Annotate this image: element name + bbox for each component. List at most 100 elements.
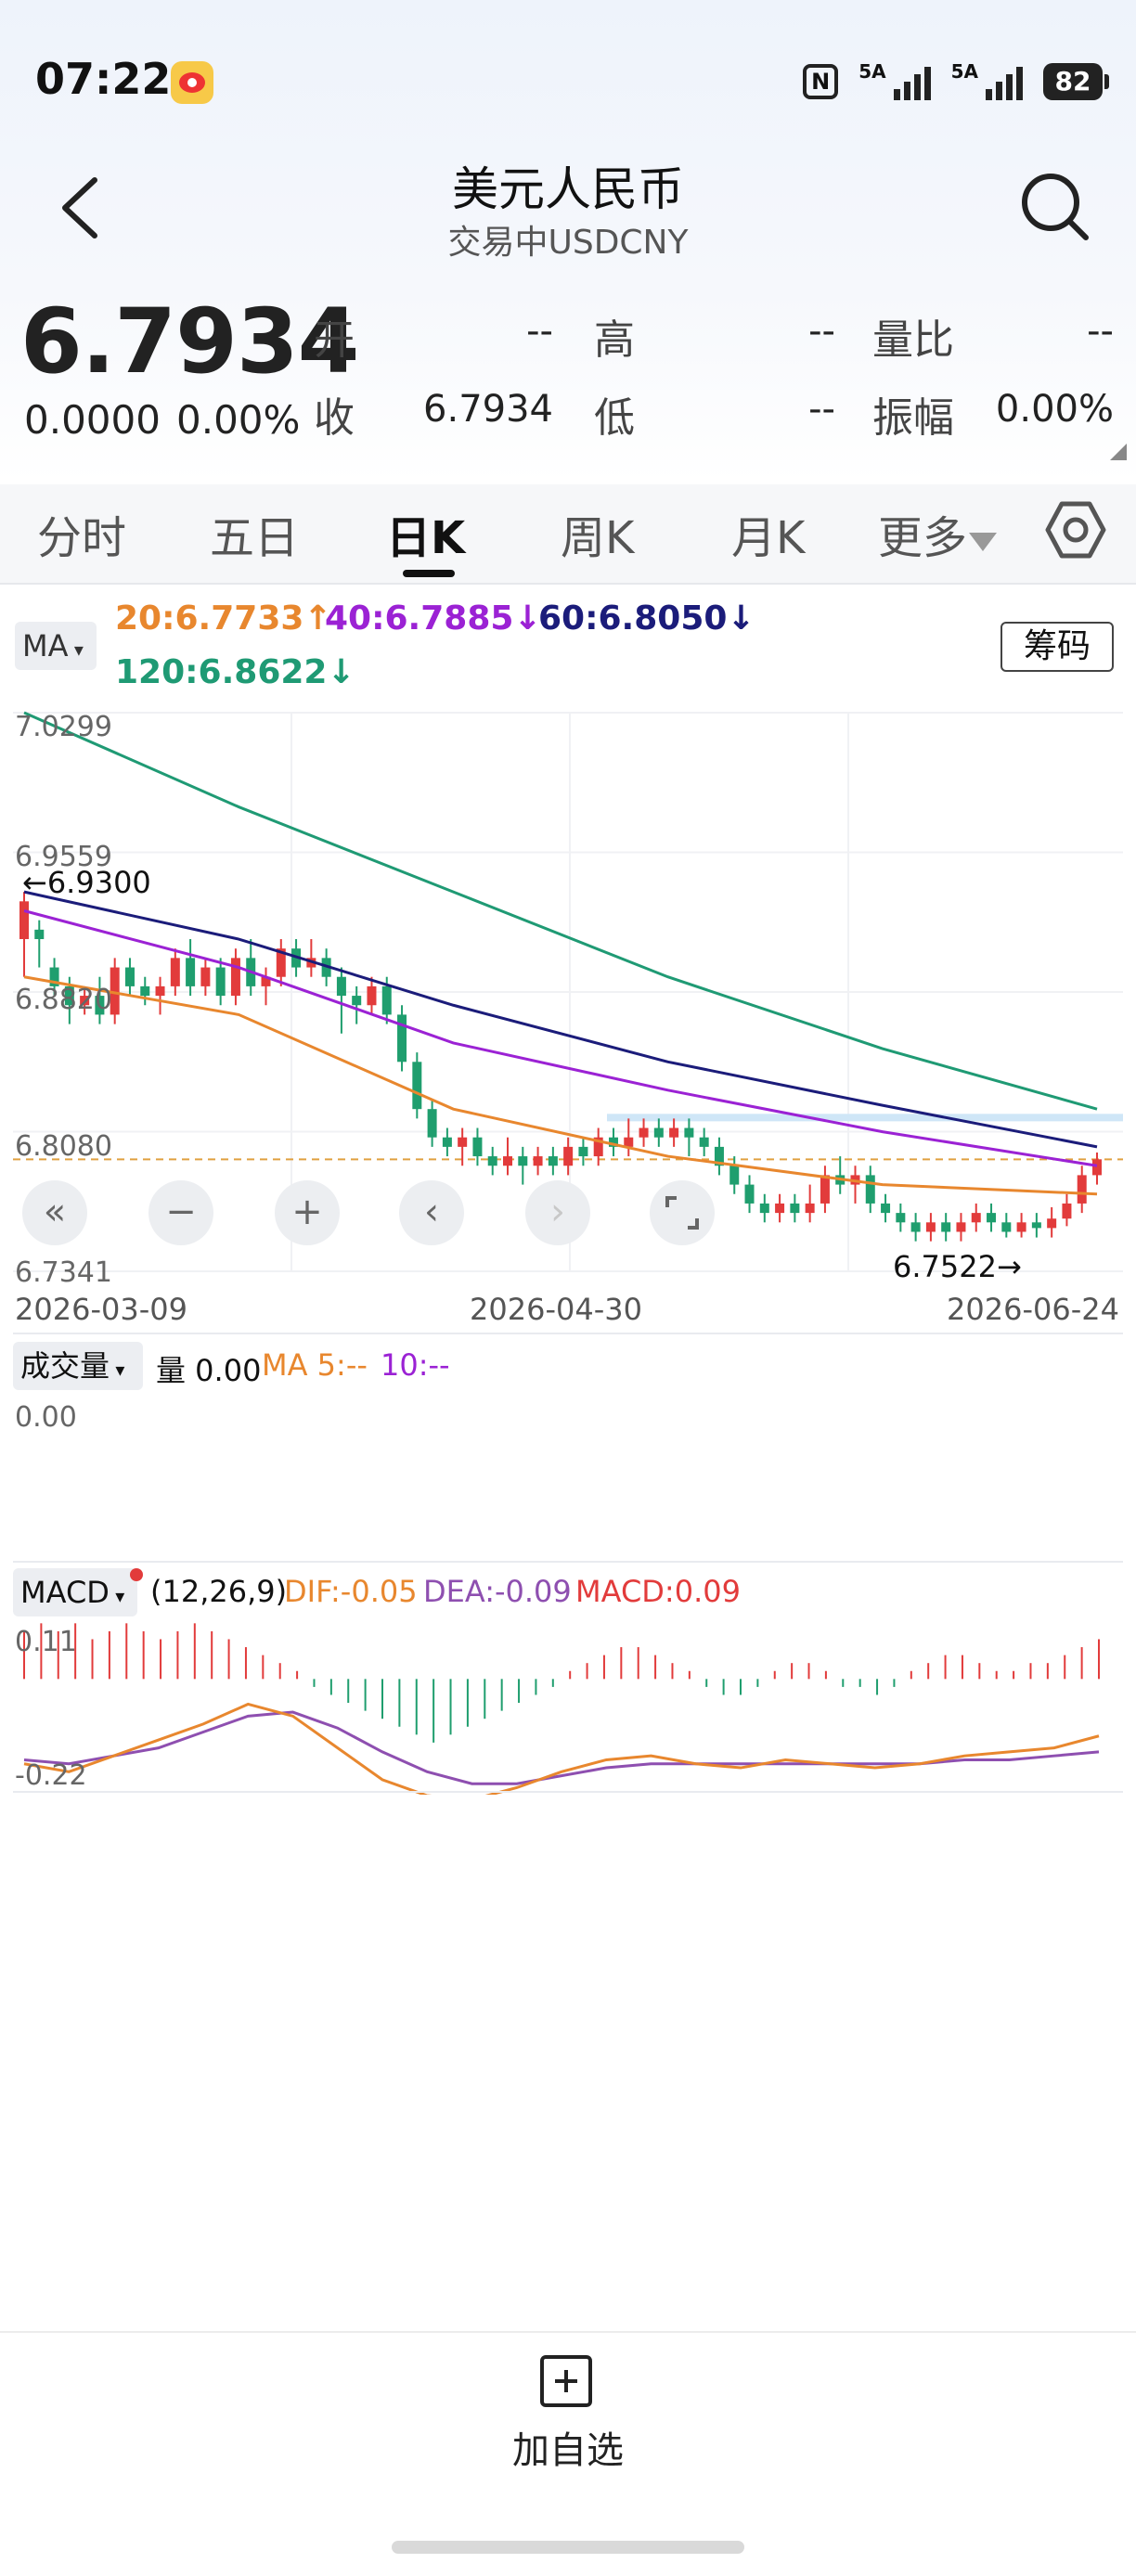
candle-body-1	[34, 929, 45, 940]
chevron-right-icon: ›	[550, 1191, 565, 1233]
add-to-watchlist-button[interactable]: 加自选	[0, 2333, 1136, 2500]
candle-body-17	[276, 948, 286, 977]
macd-indicator-select[interactable]: MACD ▾	[13, 1568, 137, 1616]
period-high-annotation: ←6.9300	[22, 865, 151, 900]
candle-body-8	[140, 985, 150, 997]
candle-body-29	[458, 1137, 468, 1147]
candle-body-12	[200, 967, 211, 986]
price-change: 0.0000	[24, 397, 161, 443]
macd-chart[interactable]	[13, 1618, 1123, 1795]
tab-five-day[interactable]: 五日	[210, 512, 300, 564]
amplitude-label: 振幅	[872, 394, 954, 442]
ma40-legend: 40:6.7885↓	[325, 599, 542, 638]
open-value: --	[526, 310, 553, 353]
home-indicator	[392, 2541, 744, 2554]
candle-body-52	[805, 1203, 815, 1214]
candle-body-24	[381, 985, 392, 1015]
double-chevron-left-icon: «	[43, 1191, 67, 1233]
back-button[interactable]	[54, 174, 110, 239]
candle-body-26	[412, 1062, 422, 1110]
battery-icon: 82	[1043, 63, 1109, 100]
candle-body-69	[1062, 1203, 1072, 1219]
tab-daily-k[interactable]: 日K	[386, 512, 466, 564]
candle-body-21	[336, 976, 346, 997]
expand-icon	[665, 1196, 699, 1230]
high-label: 高	[594, 316, 635, 364]
candle-body-23	[367, 985, 377, 1006]
candle-body-7	[124, 967, 135, 986]
candle-body-14	[230, 958, 240, 997]
candle-body-71	[1092, 1159, 1102, 1176]
ma-indicator-select[interactable]: MA ▾	[15, 622, 97, 670]
ma60-legend: 60:6.8050↓	[538, 599, 755, 638]
candle-body-50	[775, 1203, 785, 1214]
scroll-to-start-button[interactable]: «	[22, 1180, 87, 1245]
macd-bottom-divider	[13, 1791, 1123, 1793]
x-tick-label-mid: 2026-04-30	[470, 1292, 642, 1327]
zoom-out-button[interactable]: −	[148, 1180, 213, 1245]
candle-body-25	[397, 1014, 407, 1063]
caret-down-icon	[969, 533, 998, 551]
macd-y-min: -0.22	[15, 1759, 87, 1792]
chart-settings-button[interactable]	[1045, 499, 1106, 564]
y-tick-label-0: 7.0299	[15, 711, 112, 743]
y-tick-label-4: 6.7341	[15, 1256, 112, 1289]
candle-body-39	[608, 1137, 618, 1147]
weibo-app-icon	[171, 61, 213, 104]
candle-body-36	[563, 1146, 574, 1166]
fullscreen-button[interactable]	[650, 1180, 715, 1245]
search-icon	[1022, 174, 1089, 240]
volume-ratio-label: 量比	[872, 316, 954, 364]
bottom-bar-divider	[0, 2331, 1136, 2333]
volume-indicator-select[interactable]: 成交量 ▾	[13, 1342, 143, 1390]
candlestick-chart[interactable]	[13, 709, 1123, 1286]
candle-body-37	[578, 1146, 588, 1157]
y-tick-label-1: 6.9559	[15, 841, 112, 873]
candle-body-56	[865, 1175, 875, 1204]
candle-body-0	[19, 901, 29, 940]
candle-body-49	[759, 1203, 769, 1214]
tab-monthly-k[interactable]: 月K	[731, 512, 806, 564]
candle-body-22	[352, 996, 362, 1006]
zoom-in-button[interactable]: +	[275, 1180, 340, 1245]
amplitude-value: 0.00%	[995, 388, 1114, 431]
volume-y-label: 0.00	[15, 1401, 77, 1434]
x-tick-label-end: 2026-06-24	[947, 1292, 1119, 1327]
chip-distribution-button[interactable]: 筹码	[1000, 622, 1114, 672]
candle-body-51	[790, 1203, 800, 1214]
chevron-left-icon: ‹	[424, 1191, 439, 1233]
candle-body-5	[95, 996, 105, 1015]
candle-body-47	[729, 1166, 740, 1185]
ma120-line	[23, 711, 1098, 1111]
tab-weekly-k[interactable]: 周K	[561, 512, 635, 564]
candle-body-53	[820, 1175, 830, 1204]
tab-more[interactable]: 更多	[878, 501, 999, 566]
candle-body-44	[684, 1127, 694, 1138]
nfc-icon: N	[803, 64, 839, 99]
volume-select-label: 成交量	[20, 1348, 110, 1384]
plus-icon: +	[291, 1191, 323, 1233]
candle-body-4	[80, 996, 90, 1006]
macd-y-max: 0.11	[15, 1626, 77, 1658]
candle-body-28	[442, 1137, 452, 1147]
x-tick-label-start: 2026-03-09	[15, 1292, 187, 1327]
price-change-pct: 0.00%	[176, 397, 301, 443]
volume-ratio-value: --	[1087, 310, 1114, 353]
candle-body-13	[215, 967, 226, 997]
candle-body-6	[110, 967, 120, 1015]
y-tick-label-3: 6.8080	[15, 1130, 112, 1163]
candle-body-62	[956, 1222, 966, 1232]
search-button[interactable]	[1019, 171, 1091, 243]
open-label: 开	[314, 316, 355, 364]
candle-body-32	[503, 1156, 513, 1166]
candle-body-45	[699, 1137, 709, 1147]
candle-body-66	[1016, 1222, 1026, 1232]
add-square-icon	[540, 2355, 592, 2407]
candle-body-2	[49, 967, 59, 986]
ma20-line	[23, 975, 1098, 1196]
chevron-left-icon	[62, 177, 97, 238]
tab-intraday[interactable]: 分时	[37, 512, 127, 564]
close-value: 6.7934	[423, 388, 553, 431]
scroll-left-button[interactable]: ‹	[399, 1180, 464, 1245]
scroll-right-button[interactable]: ›	[525, 1180, 590, 1245]
